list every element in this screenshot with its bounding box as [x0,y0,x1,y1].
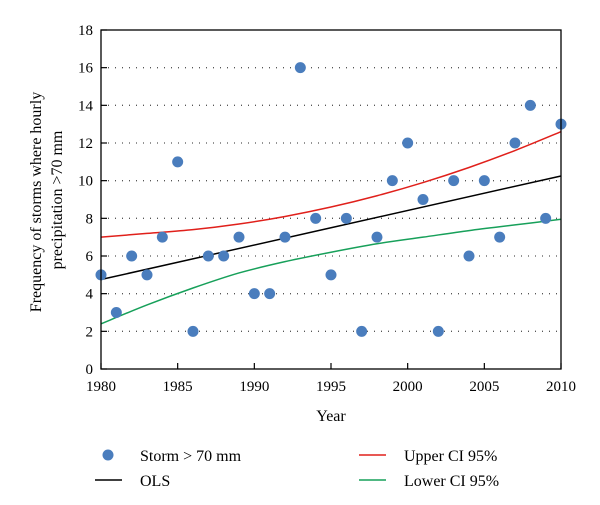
storm-point-1998 [371,231,383,243]
y-tick-label-4: 4 [86,287,94,303]
lower-ci-line [100,218,562,325]
storm-point-1983 [141,269,153,281]
x-tick-label-1995: 1995 [316,379,346,395]
storm-point-1982 [126,250,138,262]
fitted-lines [100,131,562,325]
legend: Storm > 70 mm OLS Upper CI 95% Lower CI … [95,448,499,490]
x-tick-label-1980: 1980 [86,379,116,395]
storm-point-2006 [494,231,506,243]
y-axis-title-line-2: precipitation >70 mm [49,130,66,269]
legend-label-upper-ci: Upper CI 95% [404,448,497,465]
upper-ci-line [100,131,562,238]
y-tick-label-8: 8 [86,211,94,227]
y-tick-label-14: 14 [78,98,94,114]
legend-label-storm: Storm > 70 mm [140,448,242,465]
x-axis-ticks: 1980 1985 1990 1995 2000 2005 2010 [86,363,576,395]
storm-point-1985 [172,156,184,168]
x-axis-title: Year [316,408,346,425]
scatter-points [95,62,567,337]
y-tick-label-2: 2 [86,324,94,340]
legend-label-lower-ci: Lower CI 95% [404,473,499,490]
x-tick-label-2010: 2010 [546,379,576,395]
x-tick-label-1990: 1990 [239,379,269,395]
storm-point-2005 [478,175,490,187]
y-tick-label-0: 0 [86,362,94,378]
storm-point-2009 [540,212,552,224]
storm-point-1990 [248,288,260,300]
storm-point-2004 [463,250,475,262]
storm-point-2001 [417,194,429,205]
storm-point-2003 [448,175,460,187]
storm-point-1987 [202,250,214,262]
legend-label-ols: OLS [140,473,170,490]
storm-point-1995 [325,269,337,281]
x-tick-label-2000: 2000 [393,379,423,395]
y-axis-ticks: 0 2 4 6 8 10 12 14 16 18 [78,23,107,378]
storm-point-1999 [386,175,398,187]
y-tick-label-6: 6 [86,249,94,265]
storm-point-1992 [279,231,291,243]
y-tick-label-10: 10 [78,174,93,190]
storm-point-1991 [264,288,276,300]
legend-marker-storm [102,449,114,461]
storm-point-1997 [356,325,368,337]
storm-point-1984 [156,231,168,243]
y-tick-label-12: 12 [78,136,93,152]
x-tick-label-2005: 2005 [469,379,499,395]
storm-point-1986 [187,325,199,337]
x-tick-label-1985: 1985 [163,379,193,395]
storm-point-1993 [294,62,306,74]
ols-line [100,175,562,281]
storm-point-1994 [310,212,322,224]
storm-point-1989 [233,231,245,243]
y-axis-title: Frequency of storms where hourly precipi… [28,88,66,312]
storm-point-1996 [340,212,352,224]
plot-frame [100,29,562,370]
y-tick-label-16: 16 [78,61,94,77]
storm-point-2007 [509,137,521,149]
storm-point-2000 [402,137,414,149]
y-axis-title-line-1: Frequency of storms where hourly [28,92,45,312]
gridlines [101,67,561,332]
y-tick-label-18: 18 [78,23,93,39]
storm-point-1981 [110,307,122,318]
storm-point-2002 [432,325,444,337]
storm-point-2008 [524,99,536,111]
storm-point-1988 [218,250,230,262]
